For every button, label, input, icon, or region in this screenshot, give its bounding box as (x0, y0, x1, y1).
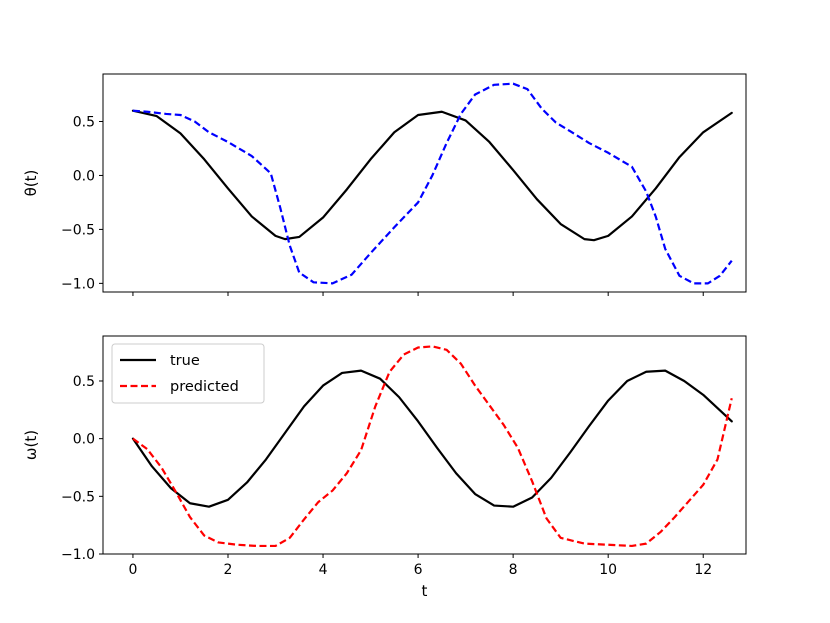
omega-xtick-label: 10 (599, 562, 617, 578)
legend-predicted-label: predicted (170, 379, 239, 395)
omega-series-predicted (132, 345, 733, 548)
omega-xlabel: t (422, 582, 428, 600)
omega-xtick-label: 4 (319, 562, 328, 578)
omega-ytick-label: −1.0 (61, 547, 95, 563)
theta-ytick-label: 0.5 (73, 114, 95, 130)
omega-panel: 0 2 4 6 8 10 12 0.5 0.0 −0.5 −1.0 ω(t) t true pred… (22, 335, 747, 600)
omega-ylabel: ω(t) (22, 430, 40, 460)
omega-ytick-label: 0.5 (73, 374, 95, 390)
omega-xtick-label: 6 (414, 562, 423, 578)
theta-ylabel: θ(t) (22, 170, 40, 197)
omega-xtick-label: 8 (509, 562, 518, 578)
theta-panel: 0.5 0.0 −0.5 −1.0 θ(t) (22, 73, 747, 296)
omega-series-true (131, 369, 733, 508)
omega-xtick-label: 12 (694, 562, 712, 578)
theta-ytick-label: −0.5 (61, 222, 95, 238)
legend: true predicted (111, 343, 265, 404)
theta-series-true (131, 109, 733, 242)
legend-true-label: true (170, 353, 200, 369)
omega-ytick-label: 0.0 (73, 432, 95, 448)
theta-plot-frame (102, 73, 747, 293)
theta-series-dashed (132, 82, 733, 285)
theta-tick-layer: 0.5 0.0 −0.5 −1.0 (61, 114, 704, 296)
omega-plot-frame (102, 335, 747, 555)
theta-series-layer (131, 82, 733, 285)
legend-box (111, 343, 265, 404)
omega-ytick-label: −0.5 (61, 489, 95, 505)
theta-ytick-label: 0.0 (73, 168, 95, 184)
omega-xtick-label: 2 (224, 562, 233, 578)
omega-xtick-label: 0 (128, 562, 137, 578)
theta-ytick-label: −1.0 (61, 276, 95, 292)
omega-tick-layer: 0 2 4 6 8 10 12 0.5 0.0 −0.5 −1.0 (61, 374, 712, 578)
omega-series-layer (131, 345, 733, 548)
